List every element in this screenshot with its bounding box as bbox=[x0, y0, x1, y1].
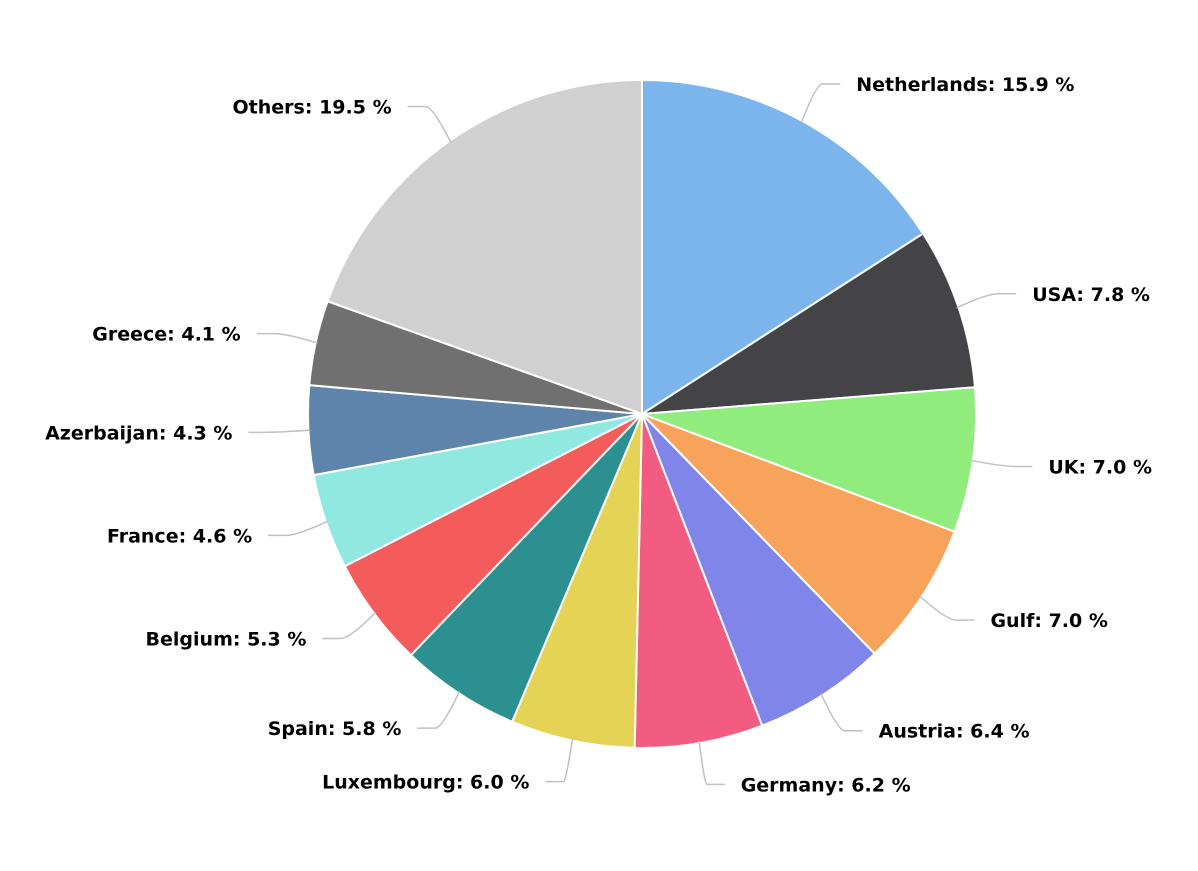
data-label-gulf: Gulf: 7.0 % bbox=[990, 610, 1107, 632]
data-label-luxembourg: Luxembourg: 6.0 % bbox=[322, 772, 529, 794]
connector-line bbox=[698, 740, 725, 786]
connector-line bbox=[820, 693, 863, 732]
data-label-spain: Spain: 5.8 % bbox=[268, 718, 402, 740]
connector-line bbox=[248, 429, 311, 434]
data-label-usa: USA: 7.8 % bbox=[1032, 284, 1150, 306]
data-label-netherlands: Netherlands: 15.9 % bbox=[856, 74, 1074, 96]
connector-line bbox=[407, 105, 452, 143]
connector-line bbox=[545, 738, 574, 783]
data-label-others: Others: 19.5 % bbox=[233, 97, 392, 119]
connector-line bbox=[919, 595, 975, 621]
connector-line bbox=[322, 611, 377, 640]
connector-line bbox=[268, 520, 329, 537]
data-label-uk: UK: 7.0 % bbox=[1048, 456, 1152, 478]
data-label-germany: Germany: 6.2 % bbox=[741, 774, 911, 796]
data-label-azerbaijan: Azerbaijan: 4.3 % bbox=[45, 422, 232, 444]
data-label-greece: Greece: 4.1 % bbox=[92, 324, 240, 346]
data-label-belgium: Belgium: 5.3 % bbox=[146, 629, 307, 651]
pie-slices bbox=[307, 79, 977, 749]
connector-line bbox=[970, 459, 1033, 468]
data-label-france: France: 4.6 % bbox=[107, 525, 252, 547]
connector-line bbox=[417, 691, 461, 729]
connector-line bbox=[956, 293, 1017, 309]
connector-line bbox=[800, 83, 841, 123]
pie-labels: Netherlands: 15.9 % USA: 7.8 % UK: 7.0 % Gu… bbox=[45, 74, 1152, 796]
data-label-austria: Austria: 6.4 % bbox=[879, 721, 1030, 743]
connector-line bbox=[256, 332, 318, 344]
